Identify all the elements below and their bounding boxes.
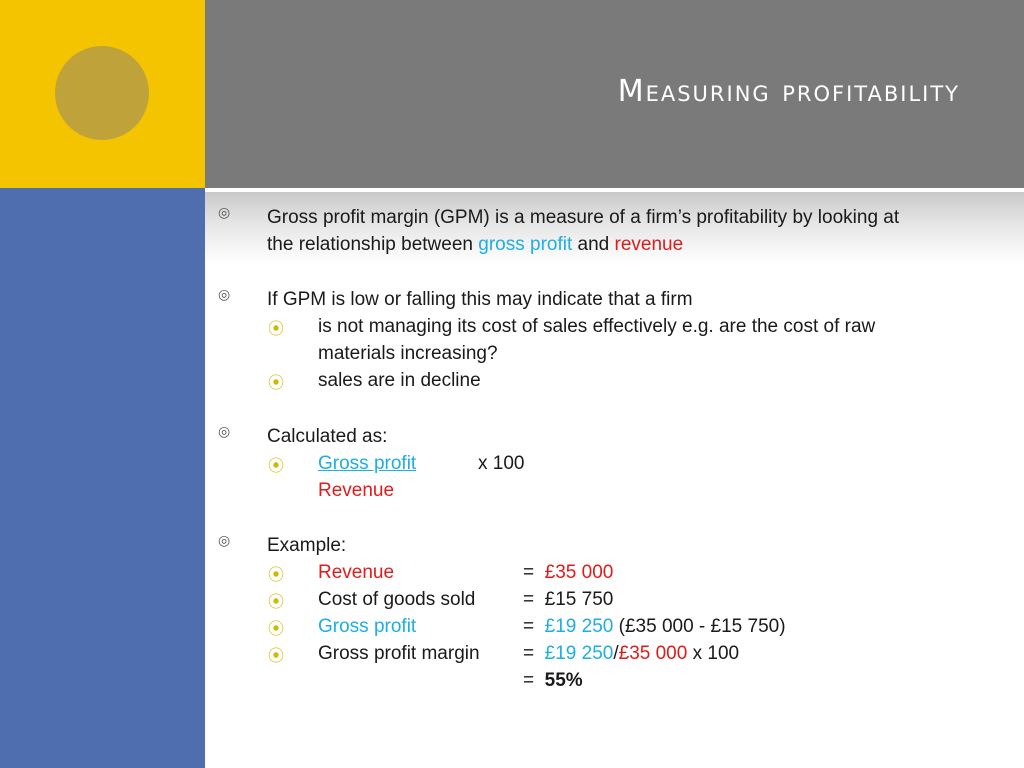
dot-bullet-icon: ⦿ — [268, 321, 285, 338]
example-row-value: = £15 750 — [523, 589, 614, 610]
dot-bullet-icon: ⦿ — [268, 375, 285, 392]
example-result: = 55% — [523, 670, 583, 691]
example-row-value: = £35 000 — [523, 562, 614, 583]
dot-bullet-icon: ⦿ — [268, 567, 285, 584]
ring-bullet-icon: ◎ — [218, 204, 231, 220]
ring-bullet-icon: ◎ — [218, 423, 231, 439]
formula-denominator: Revenue — [318, 480, 395, 501]
slide-title: Measuring profitability — [617, 74, 960, 109]
example-row-label: Revenue — [318, 562, 395, 583]
gross-profit-term: gross profit — [478, 234, 573, 255]
point-2-text: If GPM is low or falling this may indica… — [267, 289, 693, 310]
example-row-value: = £19 250/£35 000 x 100 — [523, 643, 740, 664]
formula-multiplier: x 100 — [478, 453, 525, 474]
ring-bullet-icon: ◎ — [218, 532, 231, 548]
point-4-text: Example: — [267, 535, 347, 556]
point-2-sub-2: sales are in decline — [318, 370, 481, 391]
dot-bullet-icon: ⦿ — [268, 621, 285, 638]
point-1-line-2: the relationship between gross profit an… — [267, 234, 684, 255]
formula-numerator: Gross profit — [318, 453, 417, 474]
example-row-label: Cost of goods sold — [318, 589, 476, 610]
decorative-circle — [55, 46, 149, 140]
revenue-term: revenue — [614, 234, 684, 255]
point-2-sub-1-line-2: materials increasing? — [318, 343, 498, 364]
point-2-sub-1-line-1: is not managing its cost of sales effect… — [318, 316, 876, 337]
dot-bullet-icon: ⦿ — [268, 648, 285, 665]
divider — [205, 188, 1024, 192]
point-3-text: Calculated as: — [267, 426, 388, 447]
highlight-band — [205, 192, 1024, 264]
example-row-value: = £19 250 (£35 000 - £15 750) — [523, 616, 786, 637]
ring-bullet-icon: ◎ — [218, 286, 231, 302]
example-row-label: Gross profit margin — [318, 643, 480, 664]
blue-sidebar — [0, 188, 205, 768]
title-bar — [205, 0, 1024, 188]
point-1-line-1: Gross profit margin (GPM) is a measure o… — [267, 207, 900, 228]
example-row-label: Gross profit — [318, 616, 417, 637]
dot-bullet-icon: ⦿ — [268, 594, 285, 611]
dot-bullet-icon: ⦿ — [268, 458, 285, 475]
